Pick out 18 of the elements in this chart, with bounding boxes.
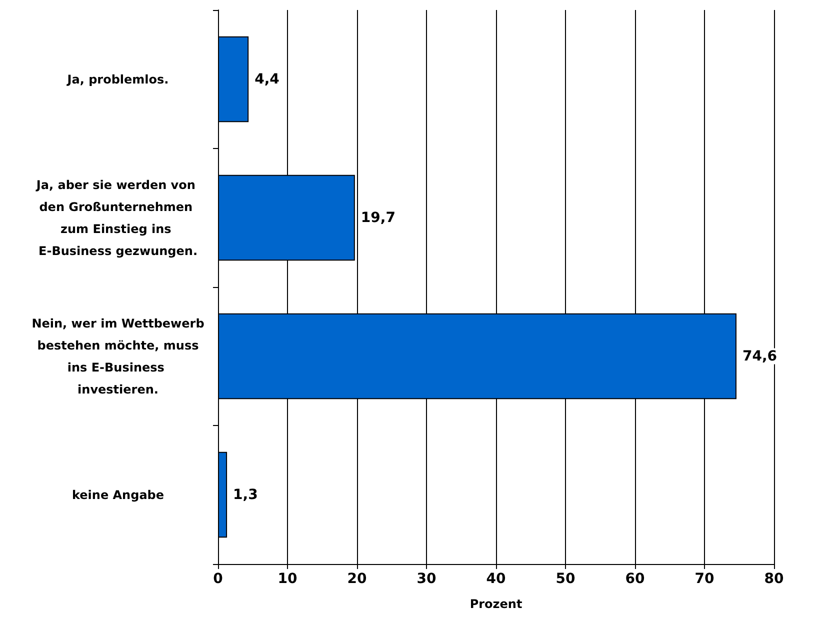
y-tick-label: Nein, wer im Wettbewerb bestehen möchte, muss ins E-Business investieren.	[32, 316, 205, 396]
x-tick-label: 60	[625, 571, 645, 587]
x-tick-label: 0	[213, 571, 224, 587]
x-tick-label: 70	[694, 571, 714, 587]
x-tick-label: 50	[556, 571, 576, 587]
x-tick-label: 10	[278, 571, 298, 587]
x-tick-label: 20	[347, 571, 367, 587]
data-label: 4,4	[254, 71, 280, 88]
x-axis-title: Prozent	[470, 597, 522, 611]
x-tick-label: 80	[764, 571, 784, 587]
data-label: 74,6	[742, 348, 778, 364]
x-tick-label: 30	[416, 571, 436, 587]
x-tick-label: 40	[486, 571, 506, 587]
y-tick-label: Ja, problemlos.	[66, 72, 169, 86]
data-label: 1,3	[233, 486, 258, 503]
y-tick-label: Ja, aber sie werden von den Großunternehmen zum Einstieg ins E-Business gezwungen.	[35, 178, 200, 258]
data-label: 19,7	[360, 210, 396, 226]
y-tick-label: keine Angabe	[72, 488, 164, 502]
